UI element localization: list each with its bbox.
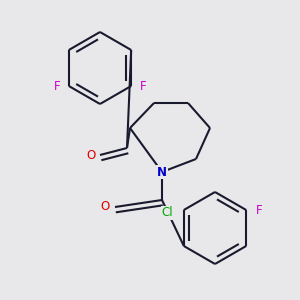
Text: Cl: Cl [161,206,173,220]
Text: F: F [140,80,146,92]
Text: O: O [86,148,96,161]
Text: O: O [100,200,110,214]
Text: F: F [53,80,60,92]
Text: N: N [157,166,167,178]
Text: F: F [256,203,263,217]
